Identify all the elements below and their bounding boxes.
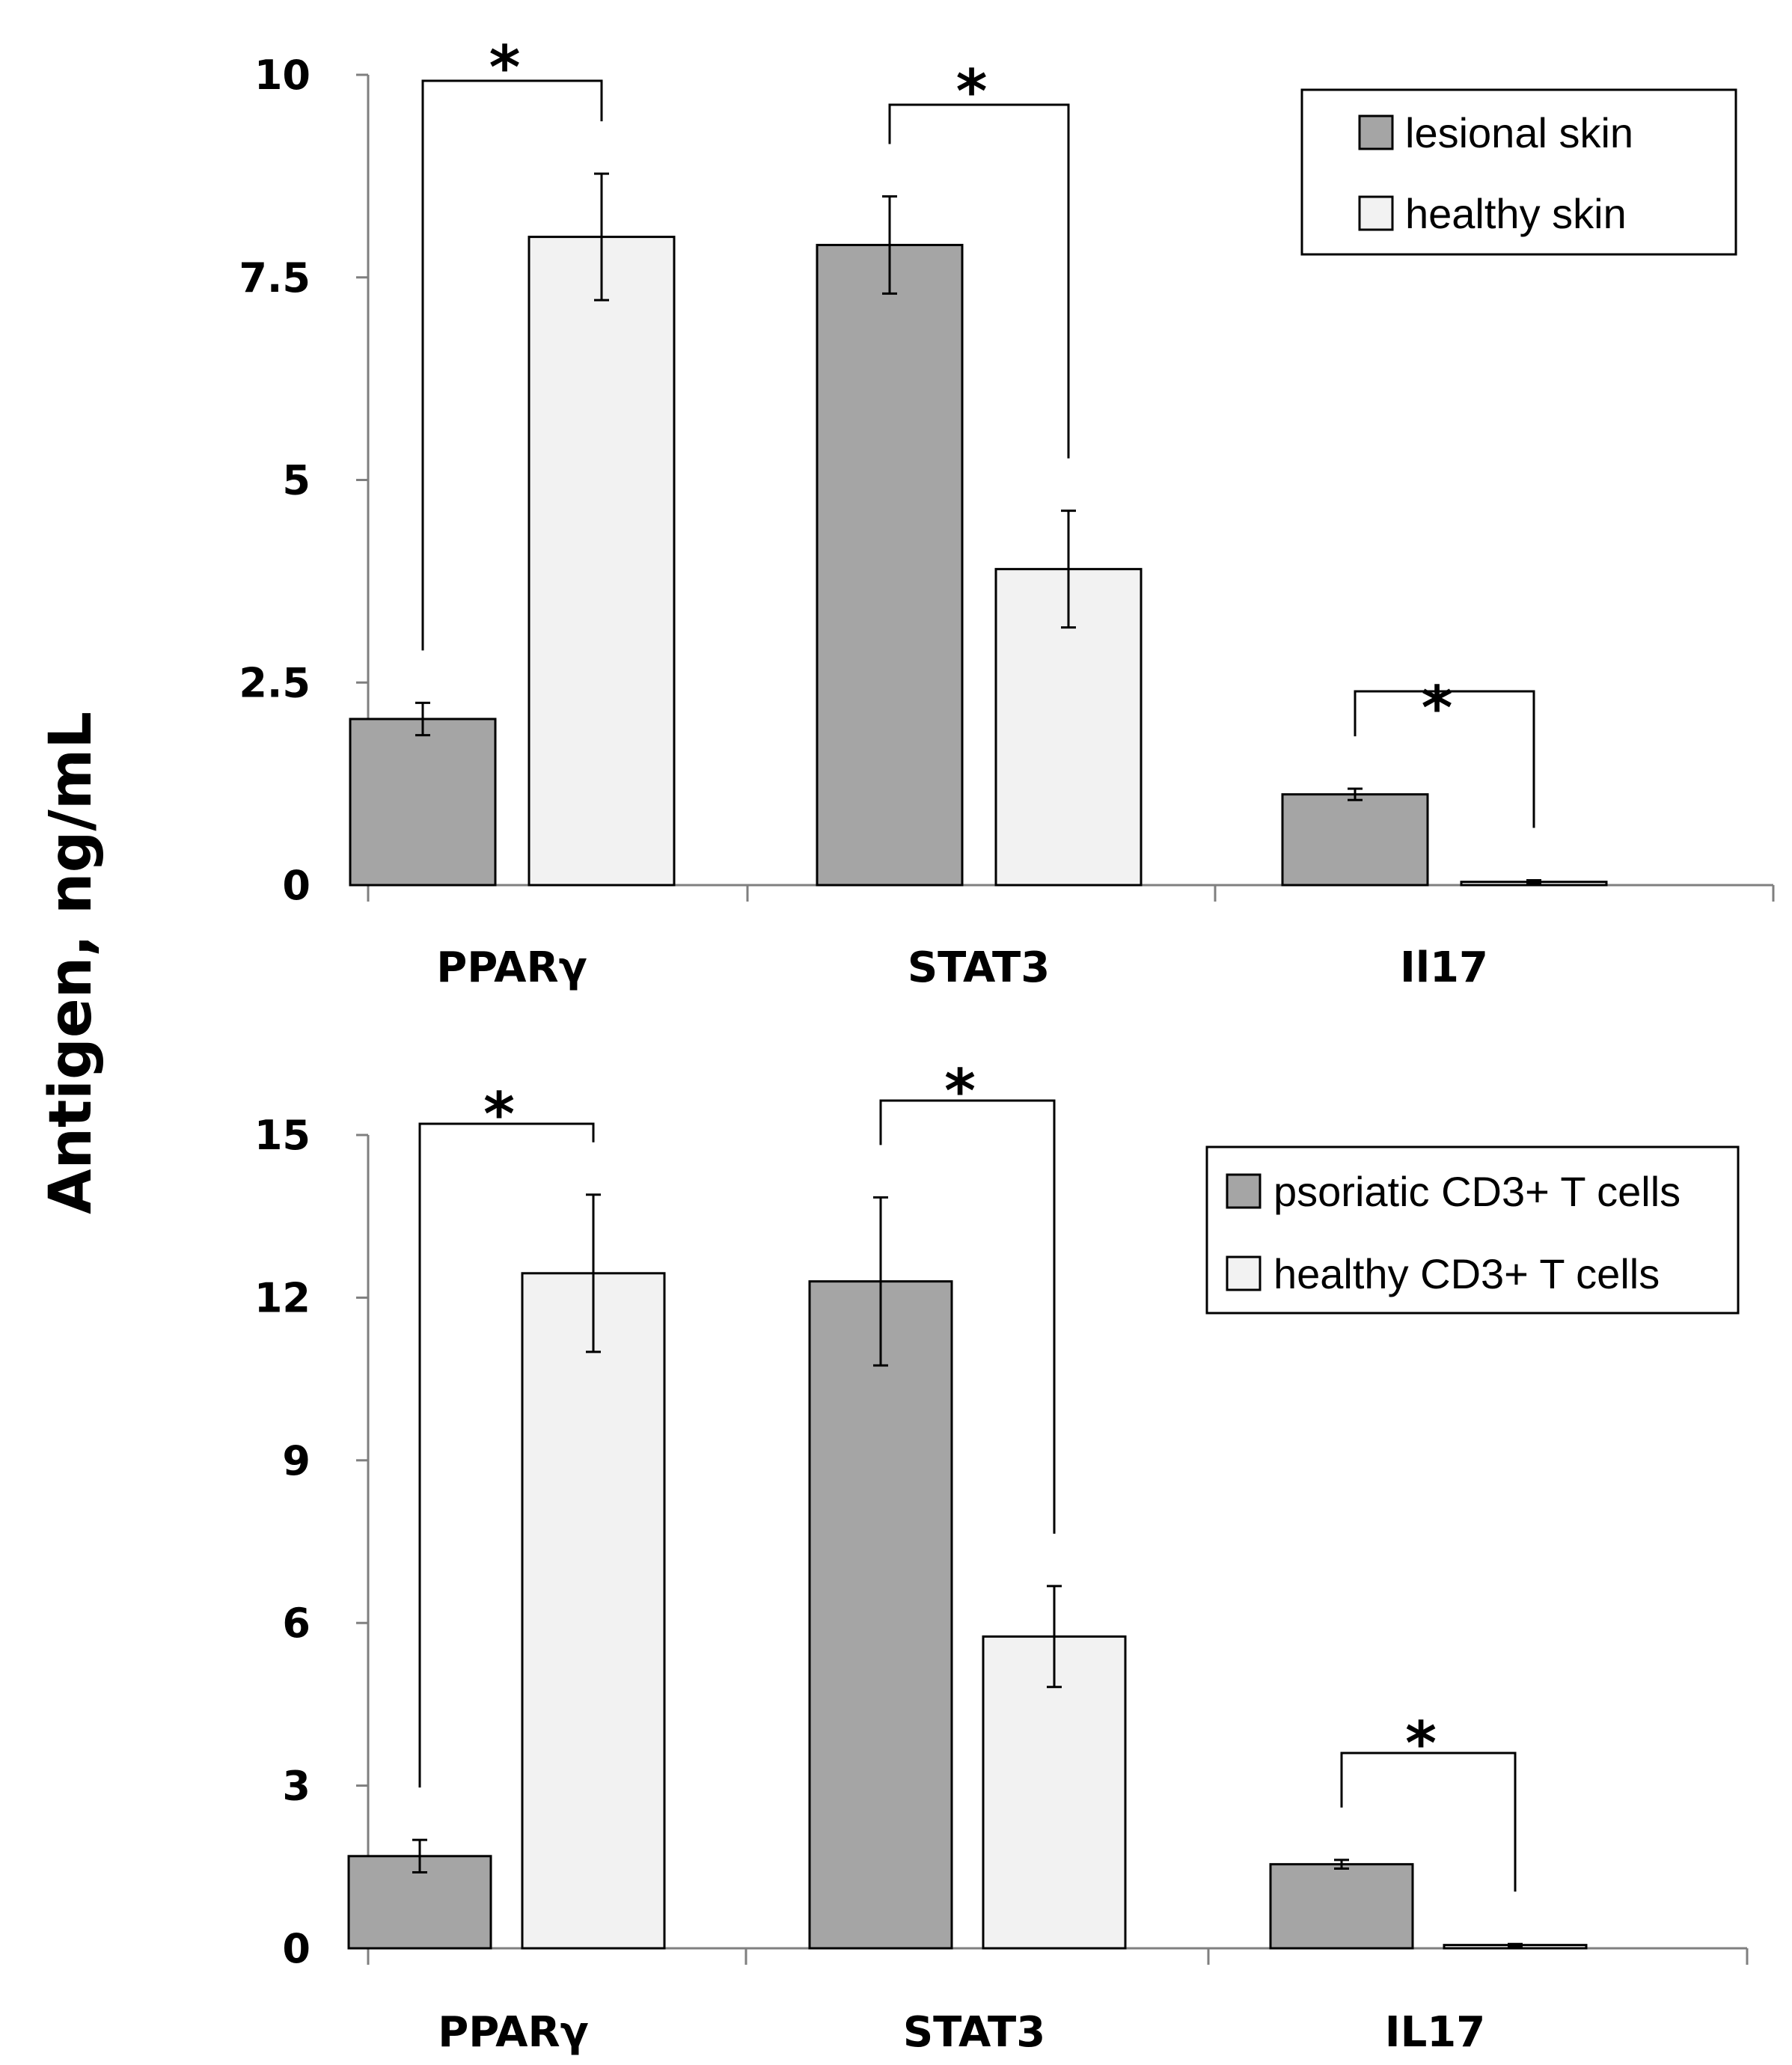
y-tick-label: 12 [254,1274,311,1321]
bar-b [521,1272,666,1950]
bar-a [1281,793,1429,887]
chart-1: 0 2.5 5 7.5 10 PPARγ STAT3 Il17 * * * lesional skin… [239,33,1775,992]
legend-label: psoriatic CD3+ T cells [1273,1168,1681,1215]
y-tick-label: 10 [254,52,311,99]
significance-bracket [1340,1752,1517,1892]
legend-swatch [1358,114,1394,150]
y-tick-label: 7.5 [239,254,311,302]
significance-star: * [489,33,521,103]
category-label: PPARγ [438,2008,589,2057]
category-label: Il17 [1400,943,1488,992]
significance-star: * [956,57,988,126]
legend-label: lesional skin [1405,109,1633,156]
significance-star: * [1422,673,1453,743]
legend-swatch [1226,1173,1262,1209]
y-tick-label: 9 [282,1437,311,1484]
significance-star: * [483,1080,515,1149]
category-label: STAT3 [908,943,1050,992]
y-tick-label: 5 [282,457,311,504]
y-tick-label: 2.5 [239,659,311,706]
significance-star: * [1405,1709,1437,1778]
significance-bracket [418,1122,595,1788]
legend-label: healthy skin [1405,190,1627,237]
significance-bracket [879,1099,1056,1534]
significance-bracket [421,79,603,651]
y-tick-label: 3 [282,1763,311,1810]
bar-b [527,236,676,887]
legend-swatch [1358,195,1394,231]
significance-star: * [944,1056,976,1126]
significance-bracket [888,103,1070,459]
legend-label: healthy CD3+ T cells [1273,1250,1660,1297]
legend-box [1205,1145,1740,1315]
bar-b [982,1635,1127,1950]
y-tick-label: 0 [282,1925,311,1972]
y-tick-label: 0 [282,862,311,909]
legend-swatch [1226,1255,1262,1291]
chart-2: 0 3 6 9 12 15 PPARγ STAT3 IL17 * * * psoriatic CD3+ … [254,1056,1749,2057]
bar-a [1269,1863,1414,1950]
y-tick-label: 6 [282,1600,311,1647]
category-label: PPARγ [436,943,587,992]
significance-bracket [1354,690,1535,828]
bar-a [816,243,964,887]
category-label: STAT3 [903,2008,1045,2057]
bar-a [349,718,497,887]
bar-a [808,1280,953,1950]
y-tick-label: 15 [254,1112,311,1159]
category-label: IL17 [1385,2008,1485,2057]
y-axis-title: Antigen, ng/mL [37,712,105,1214]
